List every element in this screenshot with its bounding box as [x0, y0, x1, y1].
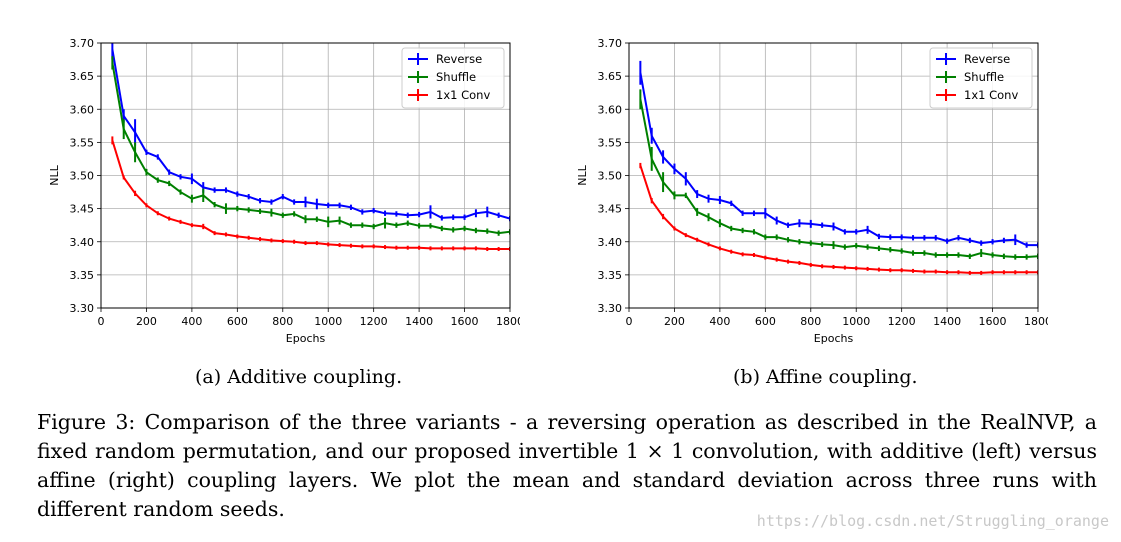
series-reverse: [639, 60, 1038, 248]
subcaption-additive: (a) Additive coupling.: [195, 366, 403, 388]
x-axis-label: Epochs: [286, 332, 326, 345]
series-reverse: [111, 43, 510, 222]
x-tick-label: 200: [136, 315, 157, 328]
y-tick-label: 3.50: [598, 170, 623, 183]
x-tick-label: 1000: [842, 315, 870, 328]
x-tick-label: 400: [181, 315, 202, 328]
legend-label: 1x1 Conv: [964, 88, 1018, 102]
y-tick-label: 3.55: [70, 136, 95, 149]
x-tick-label: 600: [755, 315, 776, 328]
legend-label: Shuffle: [964, 70, 1004, 84]
legend-label: Shuffle: [436, 70, 476, 84]
x-tick-label: 0: [98, 315, 105, 328]
subcaption-affine: (b) Affine coupling.: [733, 366, 918, 388]
x-tick-label: 1400: [933, 315, 961, 328]
legend-box: [401, 47, 505, 109]
legend-label: 1x1 Conv: [436, 88, 490, 102]
x-tick-label: 1000: [314, 315, 342, 328]
series-line: [639, 72, 1038, 247]
x-tick-label: 1200: [888, 315, 916, 328]
watermark-url: https://blog.csdn.net/Struggling_orange: [756, 512, 1109, 530]
legend-label: Reverse: [436, 52, 482, 66]
figure-caption: Figure 3: Comparison of the three varian…: [37, 410, 1097, 521]
x-tick-label: 800: [272, 315, 293, 328]
series-line: [111, 140, 510, 250]
plot-frame: [628, 42, 1039, 309]
y-tick-label: 3.70: [598, 37, 623, 50]
plot-frame: [100, 42, 511, 309]
y-tick-label: 3.45: [598, 203, 623, 216]
y-tick-label: 3.35: [70, 269, 95, 282]
y-tick-label: 3.55: [598, 136, 623, 149]
y-tick-label: 3.50: [70, 170, 95, 183]
chart-additive-svg: 0 200 400 600 800 1000 1200 1400 1600 1800 3.30 3.3…: [48, 37, 520, 345]
x-tick-label: 400: [709, 315, 730, 328]
x-tick-label: 1600: [979, 315, 1007, 328]
x-tick-label: 800: [800, 315, 821, 328]
x-tick-label: 1600: [451, 315, 479, 328]
x-tick-label: 200: [664, 315, 685, 328]
series-1x1-conv: [111, 136, 510, 252]
y-tick-label: 3.60: [598, 103, 623, 116]
y-axis-label: NLL: [48, 164, 61, 185]
y-tick-label: 3.65: [598, 70, 623, 83]
series-shuffle: [111, 56, 510, 236]
chart-affine-svg: 0 200 400 600 800 1000 1200 1400 1600 1800 3.30 3.3…: [576, 37, 1048, 345]
y-tick-label: 3.70: [70, 37, 95, 50]
x-tick-label: 1800: [1024, 315, 1048, 328]
y-tick-label: 3.60: [70, 103, 95, 116]
x-tick-label: 1800: [496, 315, 520, 328]
y-tick-label: 3.30: [70, 302, 95, 315]
y-tick-label: 3.65: [70, 70, 95, 83]
chart-affine-coupling: 0 200 400 600 800 1000 1200 1400 1600 1800 3.30 3.3…: [528, 0, 1048, 360]
y-tick-label: 3.40: [70, 236, 95, 249]
legend: Reverse Shuffle 1x1 Conv: [401, 47, 505, 109]
y-tick-label: 3.45: [70, 203, 95, 216]
series-shuffle: [639, 89, 1038, 260]
y-tick-label: 3.40: [598, 236, 623, 249]
legend: Reverse Shuffle 1x1 Conv: [929, 47, 1033, 109]
y-tick-label: 3.30: [598, 302, 623, 315]
x-tick-label: 1400: [405, 315, 433, 328]
series-line: [639, 165, 1038, 274]
series-1x1-conv: [639, 162, 1038, 275]
legend-box: [929, 47, 1033, 109]
chart-additive-coupling: 0 200 400 600 800 1000 1200 1400 1600 1800 3.30 3.3…: [0, 0, 520, 360]
y-tick-label: 3.35: [598, 269, 623, 282]
x-tick-label: 1200: [360, 315, 388, 328]
x-tick-label: 0: [626, 315, 633, 328]
x-axis-label: Epochs: [814, 332, 854, 345]
legend-label: Reverse: [964, 52, 1010, 66]
x-tick-label: 600: [227, 315, 248, 328]
series-line: [111, 49, 510, 220]
y-axis-label: NLL: [576, 164, 589, 185]
series-line: [111, 62, 510, 235]
series-line: [639, 99, 1038, 258]
